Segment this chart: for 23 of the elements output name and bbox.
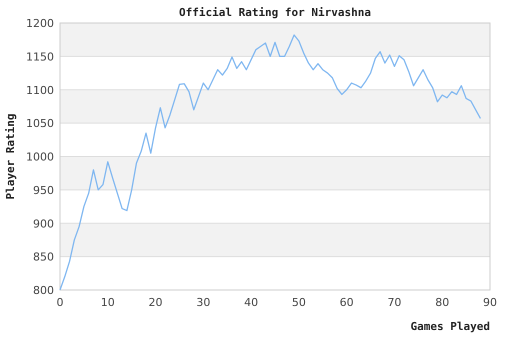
y-tick-label: 1150 — [26, 50, 54, 64]
y-tick-label: 900 — [33, 217, 54, 230]
y-tick-label: 1050 — [26, 117, 54, 130]
x-tick-label: 80 — [435, 296, 450, 309]
y-tick-label: 1000 — [26, 150, 54, 164]
y-tick-label: 850 — [33, 250, 54, 264]
x-tick-label: 30 — [196, 296, 210, 309]
x-tick-label: 20 — [148, 296, 163, 309]
x-tick-label: 60 — [340, 296, 354, 309]
y-tick-label: 1200 — [26, 17, 54, 30]
x-axis-title: Games Played — [410, 320, 490, 333]
x-tick-label: 70 — [387, 296, 402, 309]
y-tick-label: 1100 — [26, 84, 54, 97]
line-series — [59, 34, 482, 291]
x-tick-label: 10 — [100, 296, 115, 309]
x-tick-label: 40 — [244, 296, 258, 309]
x-tick-label: 0 — [56, 296, 64, 309]
y-tick-label: 800 — [33, 284, 54, 297]
y-axis-title: Player Rating — [4, 113, 17, 200]
x-tick-label: 50 — [292, 296, 306, 309]
y-tick-label: 950 — [33, 184, 54, 197]
x-tick-label: 90 — [483, 296, 497, 309]
chart-title: Official Rating for Nirvashna — [178, 6, 372, 19]
